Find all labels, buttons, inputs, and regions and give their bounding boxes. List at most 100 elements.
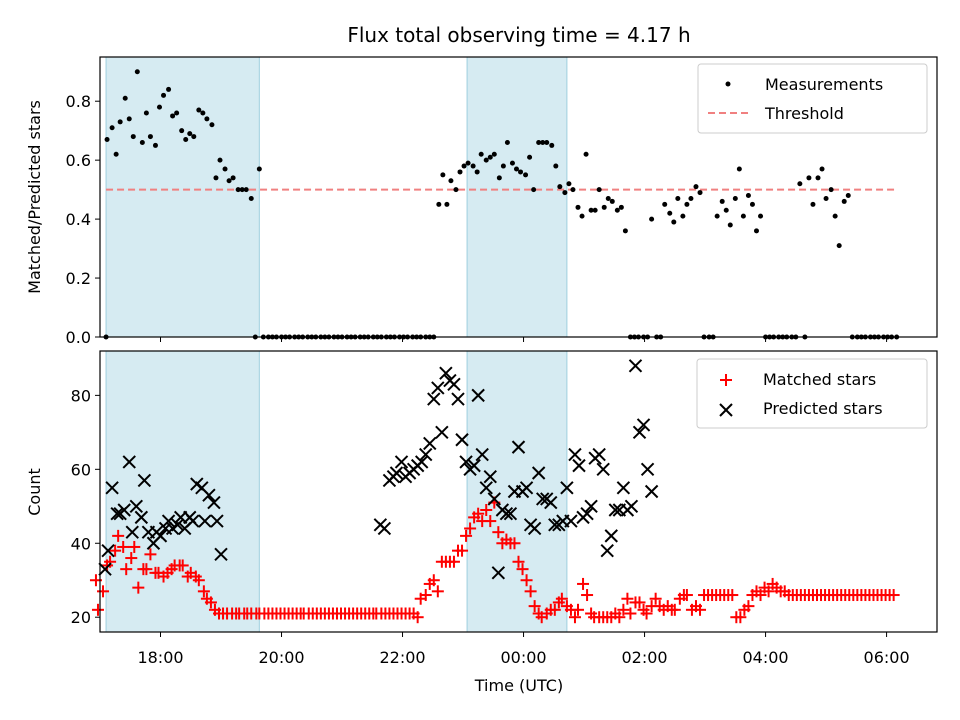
- matched-point: [571, 603, 584, 616]
- measurements-point: [117, 119, 123, 125]
- matched-point: [197, 585, 210, 598]
- predicted-point: [636, 418, 651, 432]
- measurements-point: [440, 172, 446, 178]
- measurements-point: [680, 213, 686, 219]
- measurements-point: [130, 134, 136, 140]
- measurements-point: [667, 210, 673, 216]
- predicted-point: [548, 518, 562, 532]
- measurements-point: [500, 163, 506, 169]
- legend-matched-label: Matched stars: [763, 370, 876, 389]
- matched-point: [613, 611, 626, 624]
- predicted-point: [377, 521, 392, 536]
- top-panel-frame: [99, 56, 938, 338]
- measurements-point: [243, 187, 249, 193]
- predicted-point: [186, 514, 200, 528]
- chart-title: Flux total observing time = 4.17 h: [347, 23, 690, 47]
- measurements-point: [815, 175, 821, 181]
- measurements-point: [819, 166, 825, 172]
- measurements-point: [230, 175, 236, 181]
- matched-point: [520, 574, 533, 587]
- y-tick-label: 0.8: [66, 92, 91, 111]
- measurements-point: [536, 139, 542, 145]
- matched-point: [516, 563, 529, 576]
- predicted-point: [214, 547, 228, 562]
- bottom-panel-frame: [99, 350, 938, 633]
- measurements-point: [483, 157, 489, 163]
- y-tick-label: 40: [71, 534, 91, 553]
- top-panel-ylabel: Matched/Predicted stars: [25, 100, 44, 294]
- matched-point: [742, 600, 755, 613]
- measurements-point: [736, 166, 742, 172]
- measurements-point: [126, 116, 132, 122]
- predicted-point: [431, 381, 445, 395]
- measurements-point: [753, 228, 759, 234]
- measurements-point: [527, 154, 533, 160]
- matched-point: [754, 589, 767, 602]
- matched-point: [726, 589, 739, 602]
- measurements-point: [806, 175, 812, 181]
- measurements-point: [147, 134, 153, 140]
- predicted-point: [624, 499, 639, 513]
- measurements-point: [719, 198, 725, 204]
- matched-point: [512, 555, 525, 568]
- measurements-point: [109, 125, 115, 131]
- measurements-point: [461, 163, 467, 169]
- predicted-point: [427, 392, 441, 406]
- predicted-point: [125, 525, 139, 539]
- measurements-point: [583, 151, 589, 157]
- predicted-point: [105, 481, 119, 495]
- measurements-point: [491, 151, 497, 157]
- measurements-point: [156, 104, 162, 110]
- matched-point: [176, 559, 189, 572]
- x-tick-label: 20:00: [258, 648, 304, 667]
- matched-point: [144, 548, 157, 561]
- measurements-point: [470, 163, 476, 169]
- matched-point: [568, 611, 581, 624]
- measurements-point: [732, 195, 738, 201]
- measurements-point: [575, 204, 581, 210]
- legend-measurements-marker: [725, 81, 731, 87]
- measurements-point: [436, 201, 442, 207]
- measurements-point: [478, 151, 484, 157]
- predicted-point: [483, 470, 497, 484]
- measurements-point: [465, 160, 471, 166]
- predicted-point: [592, 447, 606, 462]
- predicted-point: [535, 492, 550, 506]
- matched-point: [464, 522, 477, 535]
- matched-point: [128, 540, 141, 553]
- predicted-point: [644, 484, 659, 499]
- predicted-point: [616, 481, 631, 495]
- matched-point: [427, 574, 440, 587]
- predicted-point: [394, 455, 409, 469]
- measurements-point: [618, 204, 624, 210]
- matched-point: [548, 603, 561, 616]
- x-tick-label: 02:00: [621, 648, 667, 667]
- x-tick-label: 22:00: [379, 648, 425, 667]
- measurements-point: [579, 213, 585, 219]
- predicted-point: [632, 425, 647, 440]
- predicted-point: [207, 495, 221, 510]
- matched-point: [120, 563, 133, 576]
- matched-point: [624, 607, 637, 620]
- measurements-point: [614, 207, 620, 213]
- bottom-panel-ylabel: Count: [25, 468, 44, 516]
- measurements-point: [187, 131, 193, 137]
- measurements-point: [723, 207, 729, 213]
- legend-matched-marker: [720, 374, 732, 386]
- measurements-point: [531, 187, 537, 193]
- measurements-point: [688, 195, 694, 201]
- predicted-point: [608, 503, 623, 517]
- measurements-point: [200, 110, 206, 116]
- bottom-panel-legend: Matched stars Predicted stars: [696, 358, 928, 429]
- predicted-point: [439, 366, 453, 380]
- predicted-point: [479, 481, 493, 495]
- matched-point: [577, 577, 590, 590]
- predicted-point: [568, 447, 582, 462]
- measurements-point: [609, 198, 615, 204]
- predicted-point: [628, 359, 643, 373]
- measurements-point: [113, 151, 119, 157]
- matched-point: [649, 592, 662, 605]
- predicted-point: [447, 377, 461, 391]
- legend-measurements-label: Measurements: [765, 75, 883, 94]
- y-tick-label: 60: [71, 460, 91, 479]
